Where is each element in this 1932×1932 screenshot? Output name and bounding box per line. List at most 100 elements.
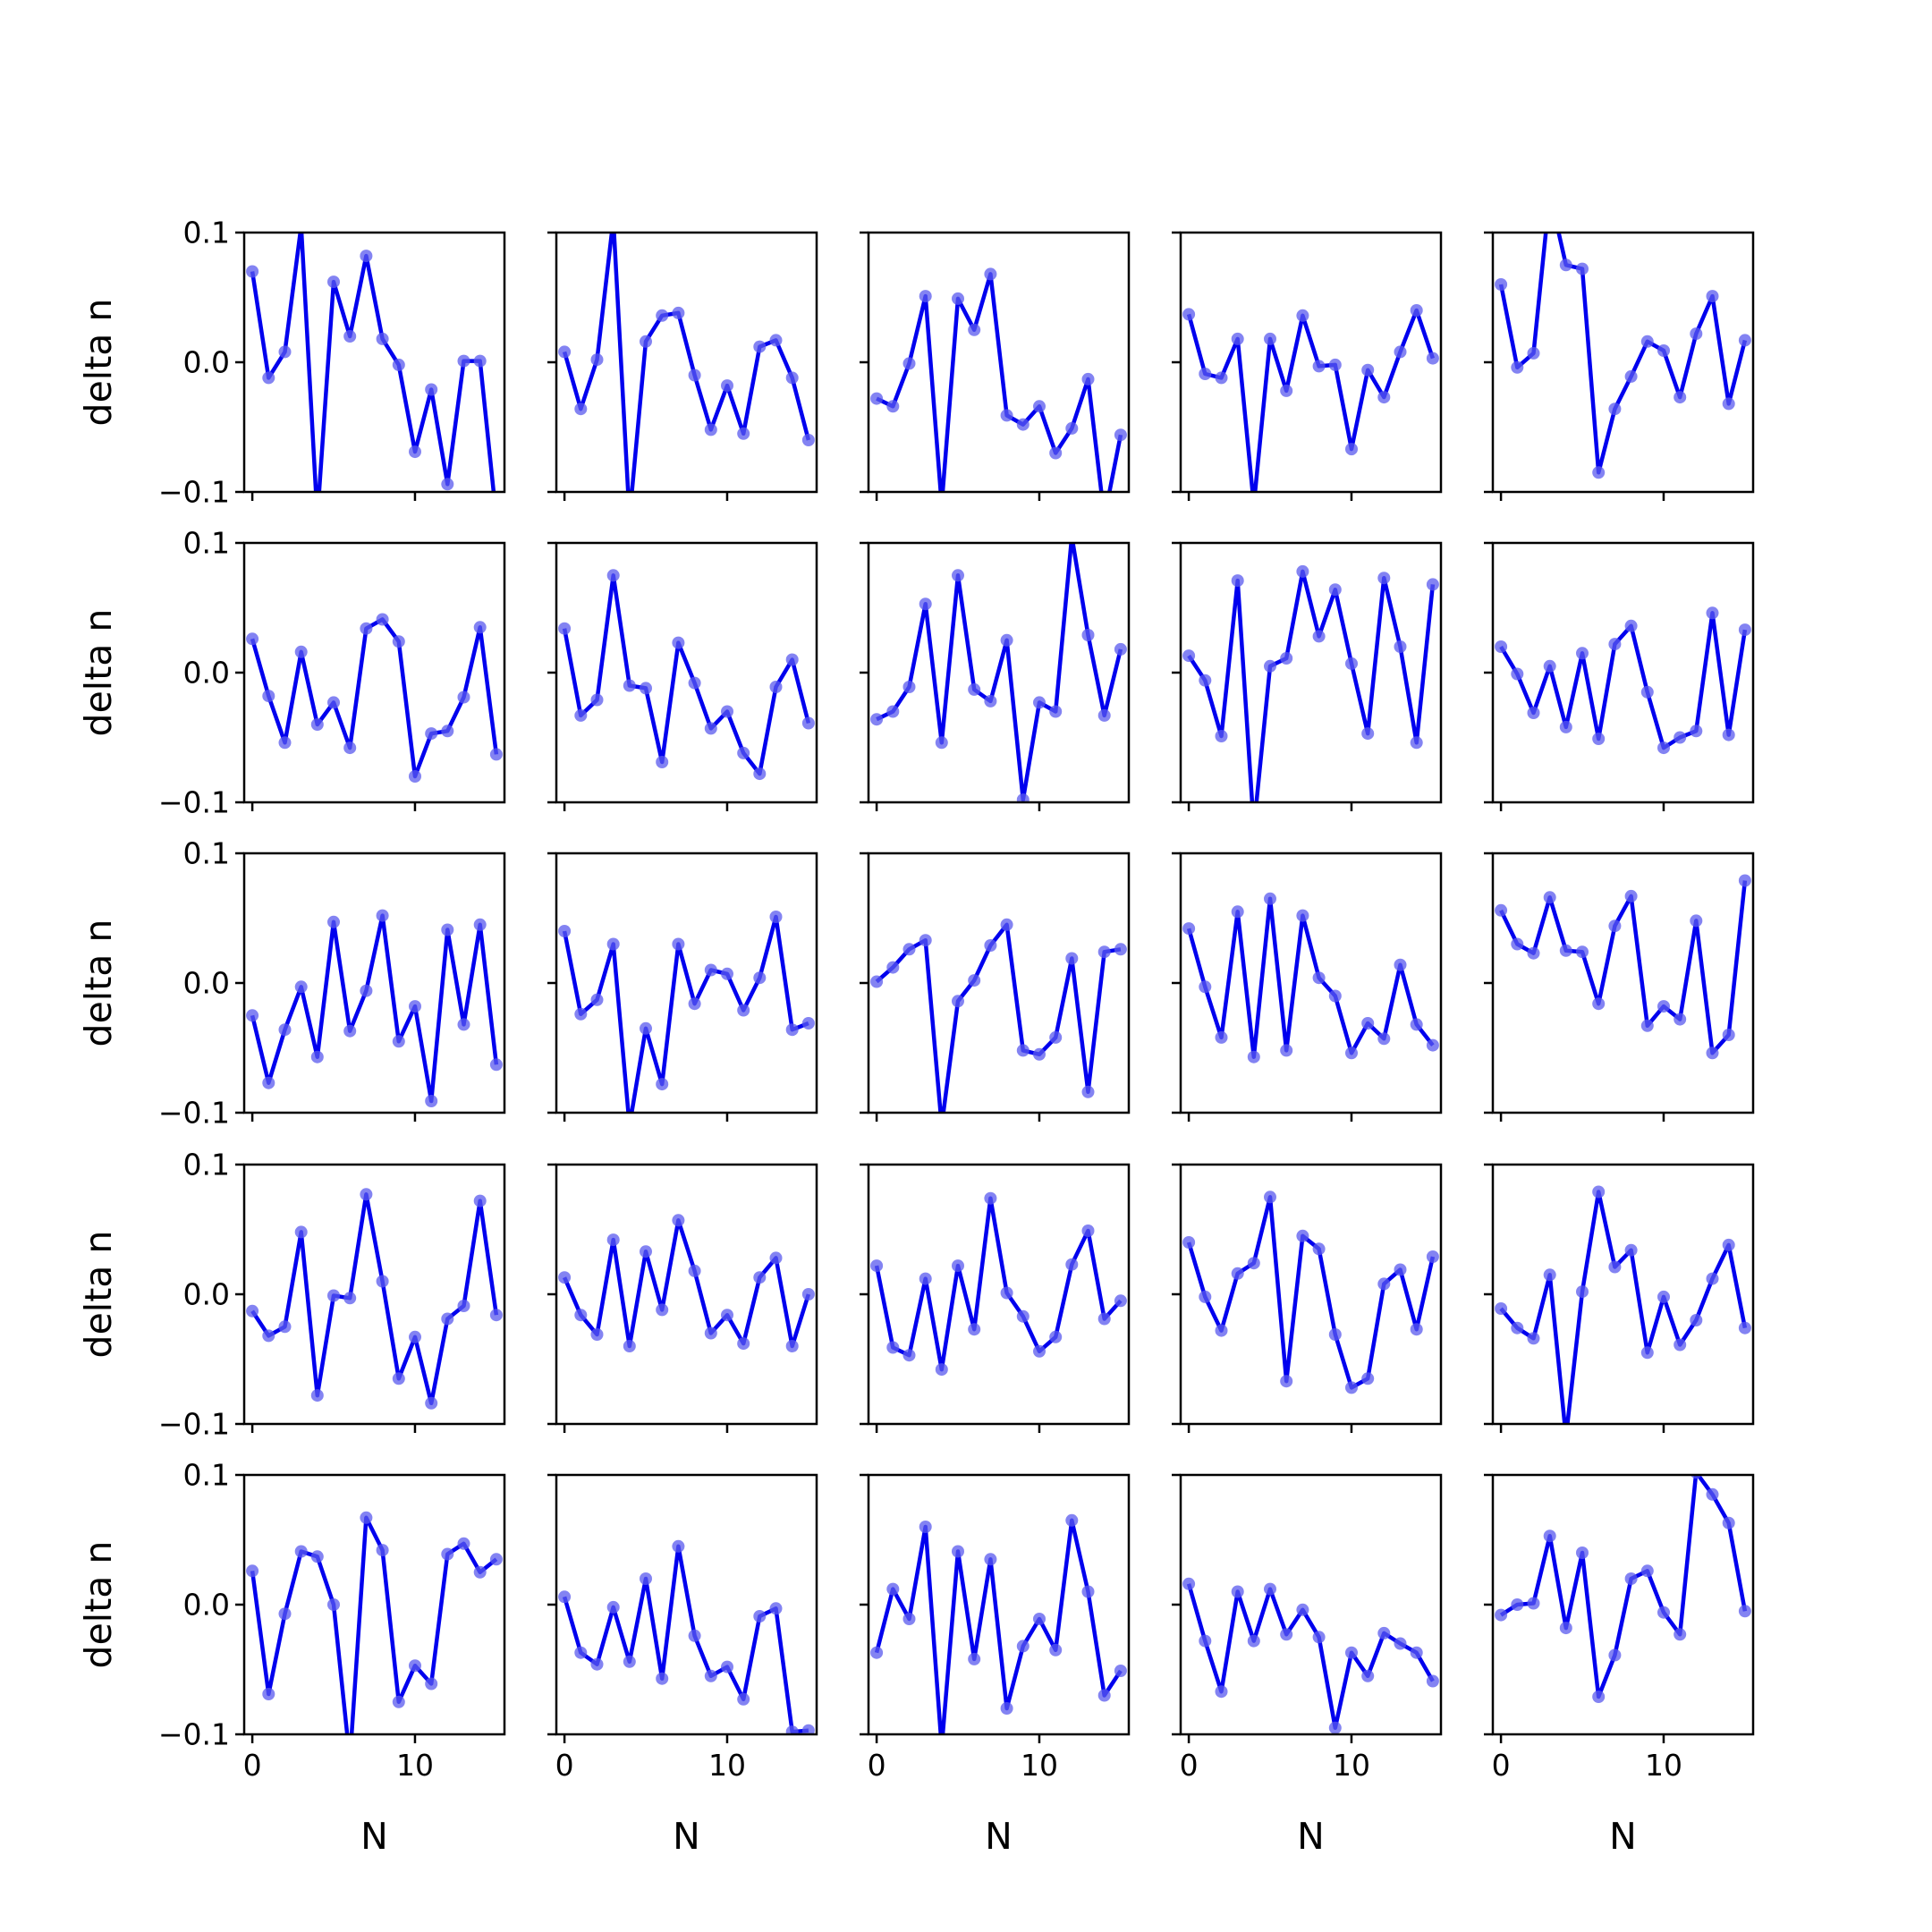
data-point: [984, 1191, 997, 1205]
data-point: [392, 1035, 405, 1048]
data-point: [1312, 971, 1326, 985]
data-point: [1081, 1085, 1095, 1098]
data-point: [1328, 358, 1342, 371]
data-point: [409, 445, 421, 459]
data-point: [1296, 309, 1309, 322]
x-tick-label: 10: [396, 1748, 434, 1783]
data-point: [1426, 1038, 1439, 1052]
y-tick-label: 0.1: [183, 1458, 230, 1493]
data-point: [721, 1309, 733, 1322]
series-line: [562, 1544, 809, 1734]
data-point: [623, 1340, 636, 1352]
y-axis-label: delta n: [77, 1231, 120, 1359]
data-point: [1296, 909, 1309, 922]
data-point: [360, 250, 373, 263]
data-point: [1280, 1628, 1293, 1641]
data-point: [441, 724, 454, 738]
data-point: [753, 340, 767, 353]
data-point: [1296, 564, 1309, 578]
data-point: [640, 1572, 652, 1585]
axes-frame: [1179, 541, 1443, 804]
data-point: [1543, 1268, 1556, 1282]
axes-frame: [1179, 231, 1443, 494]
data-point: [801, 716, 815, 730]
data-point: [1114, 943, 1127, 956]
data-point: [574, 1309, 588, 1322]
data-point: [1098, 512, 1111, 524]
data-point: [753, 1610, 767, 1623]
data-point: [441, 478, 454, 491]
data-point: [489, 1309, 503, 1322]
x-axis-label: N: [360, 1815, 388, 1858]
data-point: [1544, 188, 1556, 200]
series-group: [870, 1513, 1127, 1734]
data-point: [1182, 308, 1196, 321]
y-tick-label: −0.1: [158, 1717, 230, 1752]
data-point: [294, 1225, 308, 1239]
panel-4-5: [1484, 1163, 1755, 1433]
data-point: [606, 937, 620, 951]
data-point: [1410, 304, 1423, 317]
data-point: [327, 696, 340, 709]
data-point: [721, 705, 733, 718]
series-group: [246, 909, 503, 1107]
data-point: [1049, 446, 1063, 460]
data-point: [1328, 1328, 1342, 1341]
panel-2-3: [860, 541, 1131, 811]
series-group: [1182, 1191, 1439, 1394]
data-point: [623, 1655, 636, 1668]
data-point: [1049, 1030, 1063, 1044]
data-point: [1264, 1191, 1276, 1204]
data-point: [656, 1303, 669, 1317]
series-line: [1499, 1475, 1748, 1699]
series-line: [1186, 1583, 1435, 1731]
data-point: [1182, 1577, 1196, 1590]
data-point: [1345, 1046, 1358, 1060]
data-point: [919, 1521, 932, 1533]
data-point: [1215, 1324, 1228, 1337]
data-point: [327, 1598, 340, 1611]
data-point: [1511, 1321, 1524, 1335]
data-point: [360, 622, 373, 635]
data-point: [984, 1553, 997, 1566]
series-group: [1182, 564, 1439, 802]
data-point: [1345, 657, 1358, 670]
data-point: [753, 767, 767, 781]
data-point: [1065, 1513, 1079, 1527]
data-point: [640, 1021, 652, 1035]
y-tick-label: 0.1: [183, 216, 230, 250]
series-line: [250, 1515, 498, 1734]
y-tick-label: 0.1: [183, 526, 230, 561]
data-point: [246, 632, 259, 646]
data-point: [1624, 619, 1638, 632]
data-point: [1624, 369, 1638, 383]
data-point: [801, 434, 815, 446]
data-point: [1738, 623, 1751, 637]
data-point: [1049, 1643, 1063, 1657]
series-group: [1495, 1185, 1751, 1424]
series-group: [1495, 874, 1751, 1060]
data-point: [801, 1724, 815, 1734]
data-point: [1000, 918, 1013, 931]
data-point: [376, 1544, 389, 1557]
data-point: [1328, 583, 1342, 597]
data-point: [902, 943, 916, 956]
data-point: [886, 1341, 900, 1354]
data-point: [558, 622, 572, 635]
data-point: [1377, 572, 1391, 585]
x-tick-label: 0: [1492, 1748, 1511, 1783]
data-point: [310, 1389, 324, 1402]
data-point: [489, 1058, 503, 1072]
data-point: [574, 1646, 588, 1659]
data-point: [1410, 736, 1423, 750]
data-point: [737, 1004, 750, 1017]
data-point: [607, 214, 620, 226]
data-point: [574, 708, 588, 722]
data-point: [1657, 344, 1670, 357]
data-point: [902, 1613, 916, 1625]
data-point: [952, 569, 964, 582]
axes-frame: [1491, 852, 1755, 1114]
data-point: [473, 1194, 487, 1208]
data-point: [1657, 1000, 1670, 1013]
data-point: [1215, 1685, 1228, 1699]
